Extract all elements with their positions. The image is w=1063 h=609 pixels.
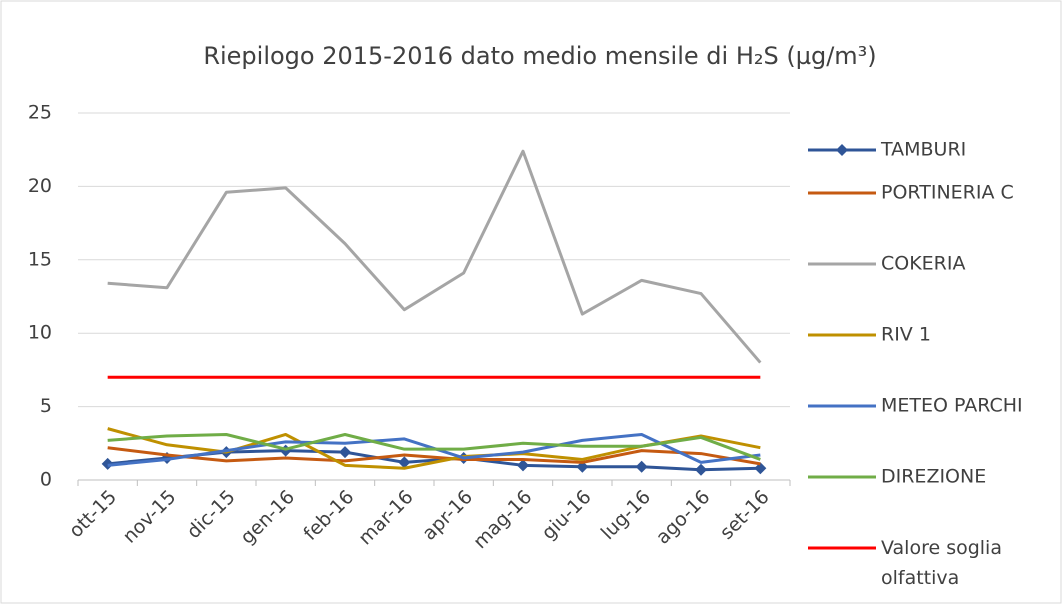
marker xyxy=(576,460,589,473)
marker xyxy=(635,460,648,473)
marker xyxy=(398,456,411,469)
y-tick-label: 5 xyxy=(40,395,52,417)
legend-label: METEO PARCHI xyxy=(881,395,1023,417)
legend-label: DIREZIONE xyxy=(881,466,986,488)
series-line xyxy=(107,446,761,466)
legend-label: Valore soglia olfattiva xyxy=(881,537,1002,589)
y-tick-label: 0 xyxy=(40,469,52,491)
legend-label: COKERIA xyxy=(881,253,966,275)
series-line xyxy=(107,149,762,364)
legend-marker xyxy=(836,144,848,156)
marker xyxy=(695,463,707,476)
y-tick-label: 15 xyxy=(28,248,52,270)
y-tick-label: 10 xyxy=(28,322,52,344)
y-tick-label: 20 xyxy=(28,175,52,197)
legend-label: TAMBURI xyxy=(880,139,966,161)
marker xyxy=(517,459,529,472)
marker xyxy=(339,446,351,459)
legend-label: PORTINERIA C xyxy=(881,182,1014,204)
y-tick-label: 25 xyxy=(28,102,52,124)
legend-label: RIV 1 xyxy=(881,324,931,346)
marker xyxy=(754,462,767,475)
chart-title: Riepilogo 2015-2016 dato medio mensile d… xyxy=(203,42,876,70)
series-line xyxy=(107,432,761,461)
